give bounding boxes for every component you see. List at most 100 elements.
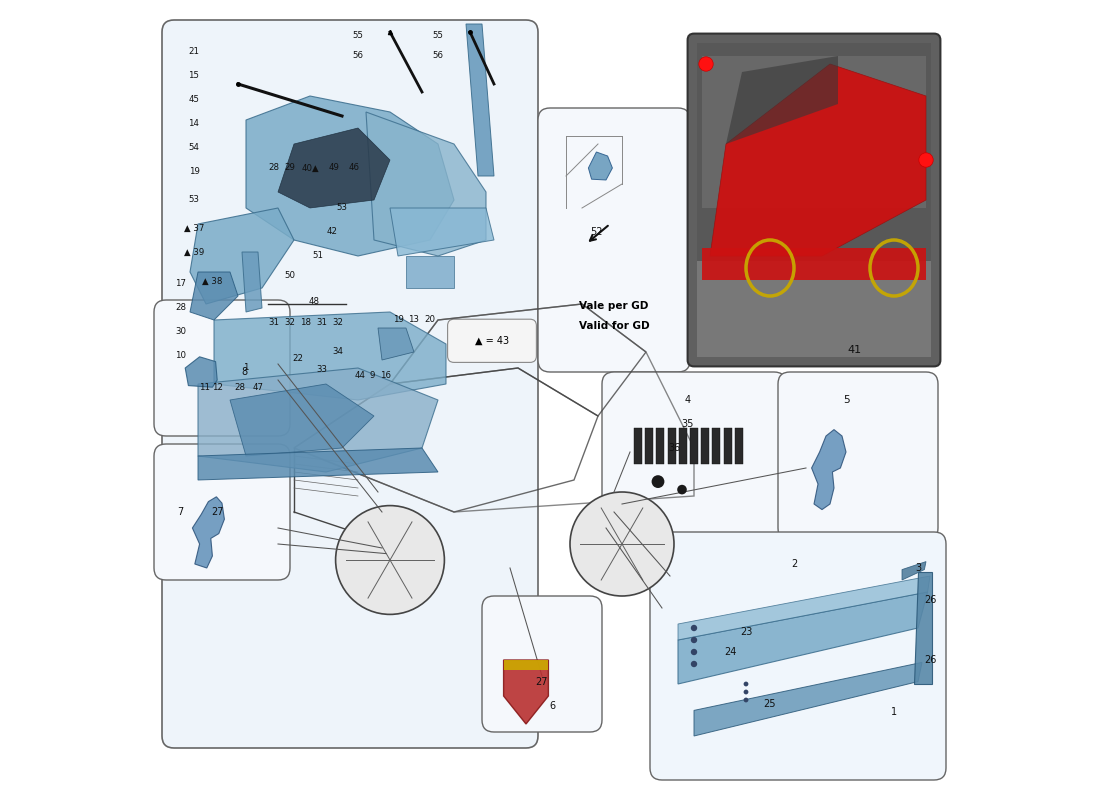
Polygon shape [690,428,698,464]
FancyBboxPatch shape [650,532,946,780]
Polygon shape [668,428,675,464]
Circle shape [744,698,748,702]
Text: Vale per GD: Vale per GD [580,301,649,310]
Circle shape [678,485,686,494]
Polygon shape [406,256,454,288]
Polygon shape [646,428,653,464]
Polygon shape [694,662,922,736]
Text: 28: 28 [175,303,186,313]
Polygon shape [701,428,710,464]
Polygon shape [378,328,414,360]
Circle shape [691,625,697,631]
FancyBboxPatch shape [154,444,290,580]
Text: ▲ = 43: ▲ = 43 [475,336,509,346]
Circle shape [691,649,697,655]
Text: 26: 26 [924,655,936,665]
Text: 3: 3 [915,563,921,573]
Text: 32: 32 [332,318,343,327]
FancyBboxPatch shape [482,596,602,732]
Polygon shape [588,152,613,180]
Text: 56: 56 [352,51,363,61]
Circle shape [691,661,697,667]
Text: 31: 31 [268,318,279,327]
Text: 44: 44 [354,371,365,381]
FancyBboxPatch shape [602,372,786,540]
Polygon shape [713,428,721,464]
Polygon shape [466,24,494,176]
Text: 33: 33 [317,365,328,374]
Text: 6: 6 [549,701,556,710]
Text: 53: 53 [188,195,199,205]
Text: 18: 18 [300,318,311,327]
Text: 31: 31 [317,318,328,327]
Polygon shape [634,428,642,464]
Text: Valid for GD: Valid for GD [579,322,649,331]
Circle shape [698,57,713,71]
Text: 16: 16 [381,371,392,381]
Polygon shape [702,56,926,208]
Polygon shape [230,384,374,456]
Text: 10: 10 [175,351,186,361]
Polygon shape [678,592,927,684]
Text: 9: 9 [370,371,375,381]
Text: 35: 35 [681,419,694,429]
Polygon shape [246,96,454,256]
Text: 25: 25 [763,699,777,709]
Text: 20: 20 [425,315,436,325]
Polygon shape [678,576,930,640]
Bar [697,43,931,357]
Text: ▲ 39: ▲ 39 [184,247,205,257]
Polygon shape [198,368,438,472]
Polygon shape [242,252,262,312]
Text: 51: 51 [312,251,323,261]
Text: 7: 7 [177,507,184,517]
Polygon shape [657,428,664,464]
Text: 36: 36 [668,443,680,453]
Text: 30: 30 [175,327,186,337]
Text: ▲ 38: ▲ 38 [202,277,222,286]
Text: 28: 28 [268,163,279,173]
Text: 21: 21 [188,47,199,57]
Polygon shape [214,312,446,400]
Text: 4: 4 [684,395,691,405]
Polygon shape [726,56,838,144]
Text: 24: 24 [724,647,736,657]
Polygon shape [198,448,438,480]
Circle shape [651,475,664,488]
Polygon shape [185,357,217,387]
Text: 27: 27 [536,677,548,686]
Polygon shape [278,128,390,208]
Text: 12: 12 [212,383,223,393]
Text: 47: 47 [253,383,264,393]
Text: 56: 56 [432,51,443,61]
Text: 5: 5 [843,395,849,405]
Bar [697,261,931,357]
Text: 17: 17 [175,279,186,289]
Polygon shape [366,112,486,256]
Text: 15: 15 [188,71,199,81]
FancyBboxPatch shape [538,108,690,372]
Polygon shape [192,497,224,568]
Circle shape [570,492,674,596]
Text: 2: 2 [791,559,798,569]
Text: 22: 22 [293,354,304,363]
Polygon shape [724,428,732,464]
Polygon shape [190,272,238,320]
Text: 41: 41 [847,346,861,355]
Text: 26: 26 [924,595,936,605]
Circle shape [918,153,933,167]
Polygon shape [504,660,549,724]
Text: 23: 23 [740,627,752,637]
Text: 11: 11 [199,383,210,393]
Text: 50: 50 [285,271,296,281]
FancyBboxPatch shape [154,300,290,436]
Text: a passion for excellence: a passion for excellence [295,522,565,646]
Text: 1: 1 [243,363,249,373]
Text: 13: 13 [408,315,419,325]
Polygon shape [914,572,933,684]
Text: 45: 45 [188,95,199,105]
Text: 40▲: 40▲ [301,163,319,173]
Text: 48: 48 [308,297,319,306]
Text: 55: 55 [352,31,363,41]
Text: 28: 28 [234,383,245,393]
